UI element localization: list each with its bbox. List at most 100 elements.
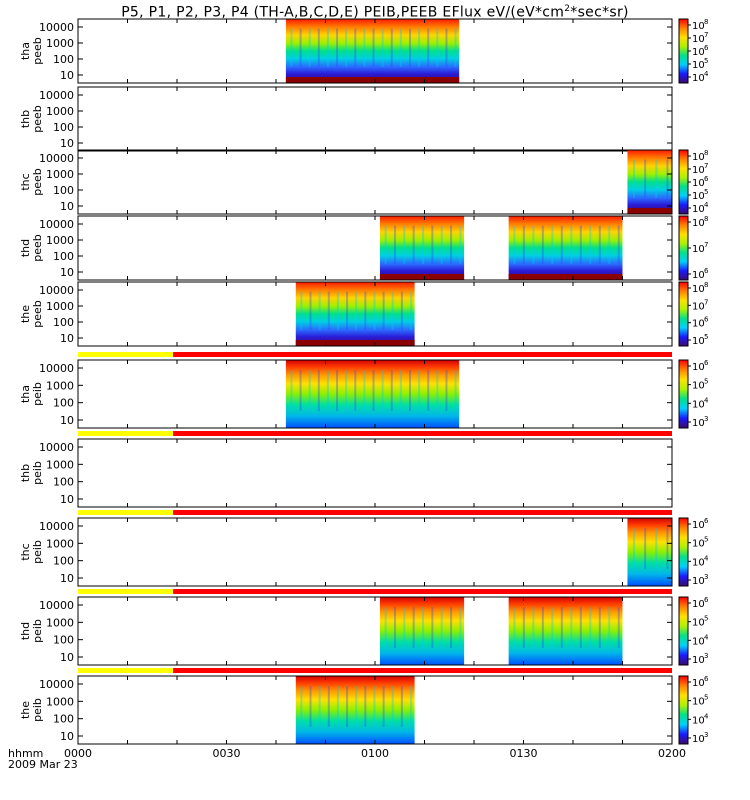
spectrogram-streak xyxy=(551,225,554,264)
colorbar-tick-exponent: 4 xyxy=(704,633,709,641)
spectrogram-streak xyxy=(445,28,448,68)
spectrogram-streak xyxy=(570,225,573,264)
spectrogram-block xyxy=(508,597,623,665)
spectrogram-streak xyxy=(308,28,311,68)
colorbar-tick-exponent: 4 xyxy=(704,712,709,720)
spectrogram-streak xyxy=(633,159,636,198)
panel-frame xyxy=(77,149,673,215)
spectrogram-streak xyxy=(391,686,394,727)
colorbar xyxy=(678,149,689,215)
spectrogram-streak xyxy=(354,370,357,411)
y-tick-label: 10000 xyxy=(39,218,74,231)
spectrogram-streak xyxy=(336,686,339,727)
spectrogram-streak xyxy=(454,370,457,411)
colorbar-tick-exponent: 5 xyxy=(704,694,708,702)
colorbar-tick-label: 10 xyxy=(692,47,705,58)
spectrogram-streak xyxy=(300,291,303,330)
colorbar-tick-exponent: 7 xyxy=(704,241,708,249)
colorbar-tick-label: 10 xyxy=(692,73,705,84)
spectrogram-streak xyxy=(541,607,544,648)
y-tick-label: 10000 xyxy=(39,678,74,691)
spectrogram-block xyxy=(285,19,460,83)
colorbar-tick-exponent: 6 xyxy=(704,175,709,183)
colorbar-tick-label: 10 xyxy=(692,715,705,726)
colorbar-tick-label: 10 xyxy=(692,636,705,647)
spectrogram-streak xyxy=(317,370,320,411)
colorbar-tick-label: 10 xyxy=(692,21,705,32)
y-tick-label: 10 xyxy=(60,200,74,213)
colorbar xyxy=(678,359,689,429)
spectrogram-streak xyxy=(373,686,376,727)
spectrogram-streak xyxy=(390,370,393,411)
low-energy-band xyxy=(295,340,415,346)
spectrogram-streak xyxy=(290,28,293,68)
spectrogram-block xyxy=(379,216,465,280)
colorbar-tick-label: 10 xyxy=(692,60,705,71)
spectrogram-streak xyxy=(655,159,658,198)
spectrogram-block xyxy=(627,150,672,214)
spectrogram-streak xyxy=(410,291,413,330)
y-tick-label: 1000 xyxy=(46,300,74,313)
spectrogram-streak xyxy=(617,607,620,648)
spectrogram-streak xyxy=(384,225,387,264)
x-tick-label: 0030 xyxy=(213,747,241,760)
y-label-product: peeb xyxy=(31,37,44,65)
spectrogram-streak xyxy=(431,225,434,264)
colorbar xyxy=(678,281,689,347)
colorbar-tick-exponent: 5 xyxy=(704,333,708,341)
spectrogram-streak xyxy=(450,607,453,648)
colorbar-tick-exponent: 4 xyxy=(704,201,709,209)
colorbar xyxy=(678,596,689,666)
y-label-probe: thc xyxy=(19,543,32,560)
x-axis-hhmm-label: hhmm xyxy=(8,747,44,760)
spectrogram-streak xyxy=(532,225,535,264)
status-stripe-red xyxy=(173,668,673,673)
spectrogram-streak xyxy=(589,607,592,648)
spectrogram-streak xyxy=(373,291,376,330)
spectrogram-streak xyxy=(579,225,582,264)
spectrogram-streak xyxy=(440,225,443,264)
spectrogram-streak xyxy=(399,28,402,68)
y-label-product: peib xyxy=(31,461,44,485)
spectrogram-streak xyxy=(393,607,396,648)
spectrogram-streak xyxy=(608,607,611,648)
low-energy-band xyxy=(379,274,465,280)
low-energy-band xyxy=(627,208,672,214)
spectrogram-streak xyxy=(459,225,462,264)
y-tick-label: 100 xyxy=(53,53,74,66)
spectrogram-streak xyxy=(290,370,293,411)
spectrogram-streak xyxy=(410,686,413,727)
spectrogram-streak xyxy=(408,370,411,411)
spectrogram-streak xyxy=(384,607,387,648)
y-tick-label: 100 xyxy=(53,713,74,726)
colorbar-tick-exponent: 6 xyxy=(704,359,709,367)
spectrogram-streak xyxy=(336,291,339,330)
colorbar-tick-exponent: 5 xyxy=(704,378,708,386)
y-label-product: peib xyxy=(31,698,44,722)
spectrogram-streak xyxy=(326,370,329,411)
panel-thb-peeb: 10000 1000 100 10 thb peeb xyxy=(19,86,673,152)
spectrogram-streak xyxy=(382,686,385,727)
y-label-product: peeb xyxy=(31,234,44,262)
colorbar-tick-exponent: 6 xyxy=(704,517,709,525)
spectrogram-streak xyxy=(390,28,393,68)
colorbar-tick-exponent: 5 xyxy=(704,615,708,623)
colorbar-tick-label: 10 xyxy=(692,270,705,281)
spectrogram-streak xyxy=(393,225,396,264)
y-tick-label: 100 xyxy=(53,184,74,197)
y-tick-label: 10 xyxy=(60,572,74,585)
spectrogram-block xyxy=(285,360,460,428)
colorbar-tick-label: 10 xyxy=(692,178,705,189)
y-tick-label: 10000 xyxy=(39,21,74,34)
spectrogram-streak xyxy=(541,225,544,264)
y-label-probe: thd xyxy=(19,622,32,640)
spectrogram-streak xyxy=(317,28,320,68)
y-tick-label: 10000 xyxy=(39,520,74,533)
spectrogram-streak xyxy=(372,28,375,68)
y-label-product: peib xyxy=(31,619,44,643)
status-stripe-yellow xyxy=(78,352,174,357)
colorbar-tick-label: 10 xyxy=(692,539,705,550)
spectrogram-streak xyxy=(418,28,421,68)
spectrogram-streak xyxy=(403,607,406,648)
